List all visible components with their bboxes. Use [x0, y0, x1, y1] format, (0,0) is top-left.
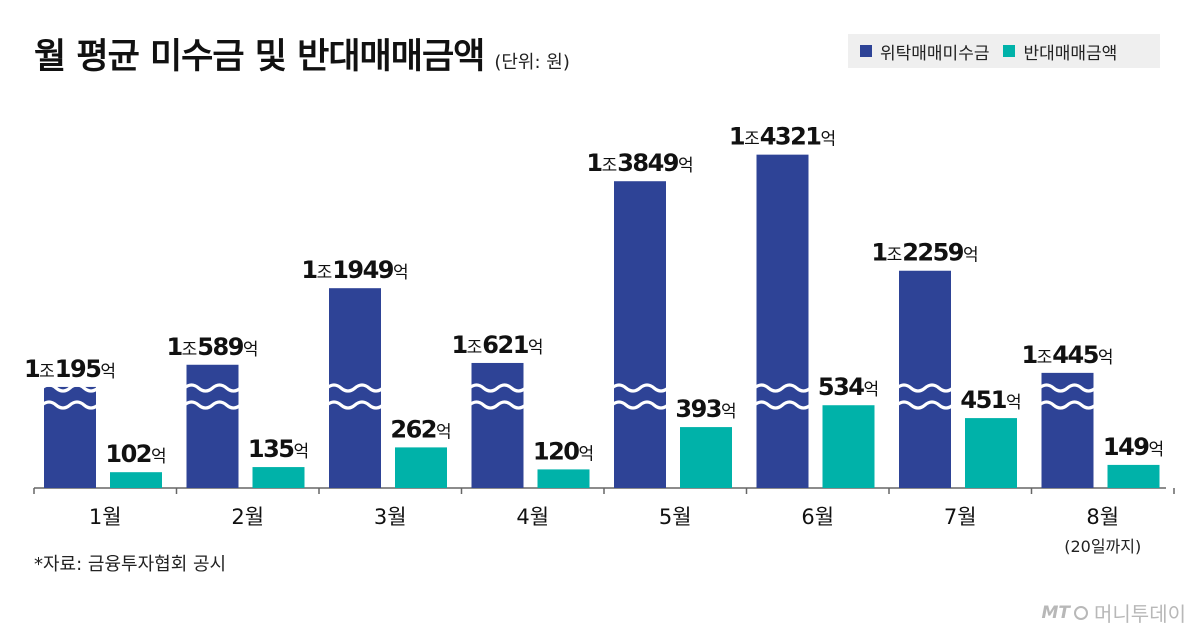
bar-group: 1조4321억 534억 6월	[729, 123, 879, 529]
bar-forced-sale	[252, 467, 305, 488]
axis-break-wave	[753, 383, 812, 393]
axis-break-wave	[753, 400, 812, 410]
axis-break-wave	[468, 383, 527, 393]
data-label-forced-sale: 102억	[105, 440, 166, 468]
data-label-forced-sale: 262억	[390, 415, 451, 443]
axis-break-wave	[1038, 400, 1097, 410]
data-label-margin-debt: 1조3849억	[586, 149, 693, 177]
legend-label-forced-sale: 반대매매금액	[1023, 43, 1118, 64]
axis-break-wave	[40, 400, 100, 410]
bar-margin-debt	[471, 362, 524, 488]
x-tick-label: 5월	[659, 505, 692, 529]
data-label-margin-debt: 1조621억	[451, 331, 543, 359]
data-label-forced-sale: 135억	[248, 435, 309, 463]
x-tick-label: 4월	[516, 505, 549, 529]
legend: 위탁매매미수금 반대매매금액	[848, 34, 1160, 68]
axis-break-wave	[325, 400, 385, 410]
bar-forced-sale	[965, 418, 1017, 488]
legend-item-forced-sale: 반대매매금액	[1003, 39, 1117, 64]
source-note: *자료: 금융투자협회 공시	[34, 554, 227, 575]
legend-item-margin-debt: 위탁매매미수금	[860, 39, 989, 64]
publisher-logo: MT 머니투데이	[1041, 598, 1186, 627]
data-label-margin-debt: 1조589억	[166, 333, 258, 361]
chart-header: 월 평균 미수금 및 반대매매금액 (단위: 원)	[34, 28, 570, 79]
axis-break-wave	[895, 383, 955, 393]
x-tick-label: 8월	[1086, 505, 1119, 529]
data-label-forced-sale: 149억	[1103, 433, 1164, 461]
bar-forced-sale	[537, 469, 590, 488]
bar-forced-sale	[1107, 464, 1160, 488]
bar-forced-sale	[395, 447, 447, 488]
axis-break-wave	[183, 383, 242, 393]
data-label-margin-debt: 1조4321억	[729, 123, 836, 151]
axis-break-wave	[40, 383, 100, 393]
legend-swatch-forced-sale	[1003, 45, 1016, 57]
axis-break-wave	[895, 400, 955, 410]
x-tick-note: (20일까지)	[1064, 537, 1141, 556]
data-label-margin-debt: 1조2259억	[871, 239, 978, 267]
bar-group: 1조2259억 451억 7월	[871, 239, 1021, 529]
legend-swatch-margin-debt	[860, 45, 872, 57]
axis-break-wave	[1038, 383, 1097, 393]
axis-break-wave	[468, 400, 527, 410]
data-label-margin-debt: 1조1949억	[301, 256, 408, 284]
x-tick-label: 3월	[374, 505, 407, 529]
bar-group: 1조445억 149억 8월 (20일까지)	[1021, 341, 1164, 556]
legend-label-margin-debt: 위탁매매미수금	[880, 43, 990, 64]
bar-margin-debt	[899, 270, 951, 488]
data-label-margin-debt: 1조445억	[1021, 341, 1113, 369]
data-label-forced-sale: 451억	[960, 386, 1021, 414]
bar-group: 1조3849억 393억 5월	[586, 149, 736, 529]
chart-title: 월 평균 미수금 및 반대매매금액	[34, 37, 485, 77]
axis-break-wave	[183, 400, 242, 410]
x-tick-label: 2월	[231, 505, 264, 529]
data-label-forced-sale: 534억	[818, 373, 879, 401]
axis-break-wave	[610, 383, 670, 393]
bar-group: 1조621억 120억 4월	[451, 331, 594, 529]
data-label-forced-sale: 120억	[533, 437, 594, 465]
bar-margin-debt	[756, 154, 809, 488]
data-label-forced-sale: 393억	[675, 395, 736, 423]
bar-margin-debt	[186, 364, 239, 488]
bar-group: 1조1949억 262억 3월	[301, 256, 451, 529]
logo-mt: MT	[1041, 602, 1070, 623]
x-tick-label: 1월	[89, 505, 122, 529]
logo-name: 머니투데이	[1094, 602, 1186, 626]
bar-forced-sale	[680, 427, 732, 488]
bar-forced-sale	[110, 472, 162, 488]
data-label-margin-debt: 1조195억	[24, 355, 116, 383]
bar-margin-debt	[614, 181, 666, 488]
axis-break-wave	[610, 400, 670, 410]
axis-break-wave	[325, 383, 385, 393]
x-tick-label: 6월	[801, 505, 834, 529]
unit-note: (단위: 원)	[494, 52, 570, 73]
bar-margin-debt	[1041, 372, 1094, 488]
logo-mark-icon	[1074, 605, 1088, 620]
bar-group: 1조195억 102억 1월	[24, 355, 167, 529]
bar-forced-sale	[822, 405, 875, 488]
x-tick-label: 7월	[944, 505, 977, 529]
bar-group: 1조589억 135억 2월	[166, 333, 309, 529]
